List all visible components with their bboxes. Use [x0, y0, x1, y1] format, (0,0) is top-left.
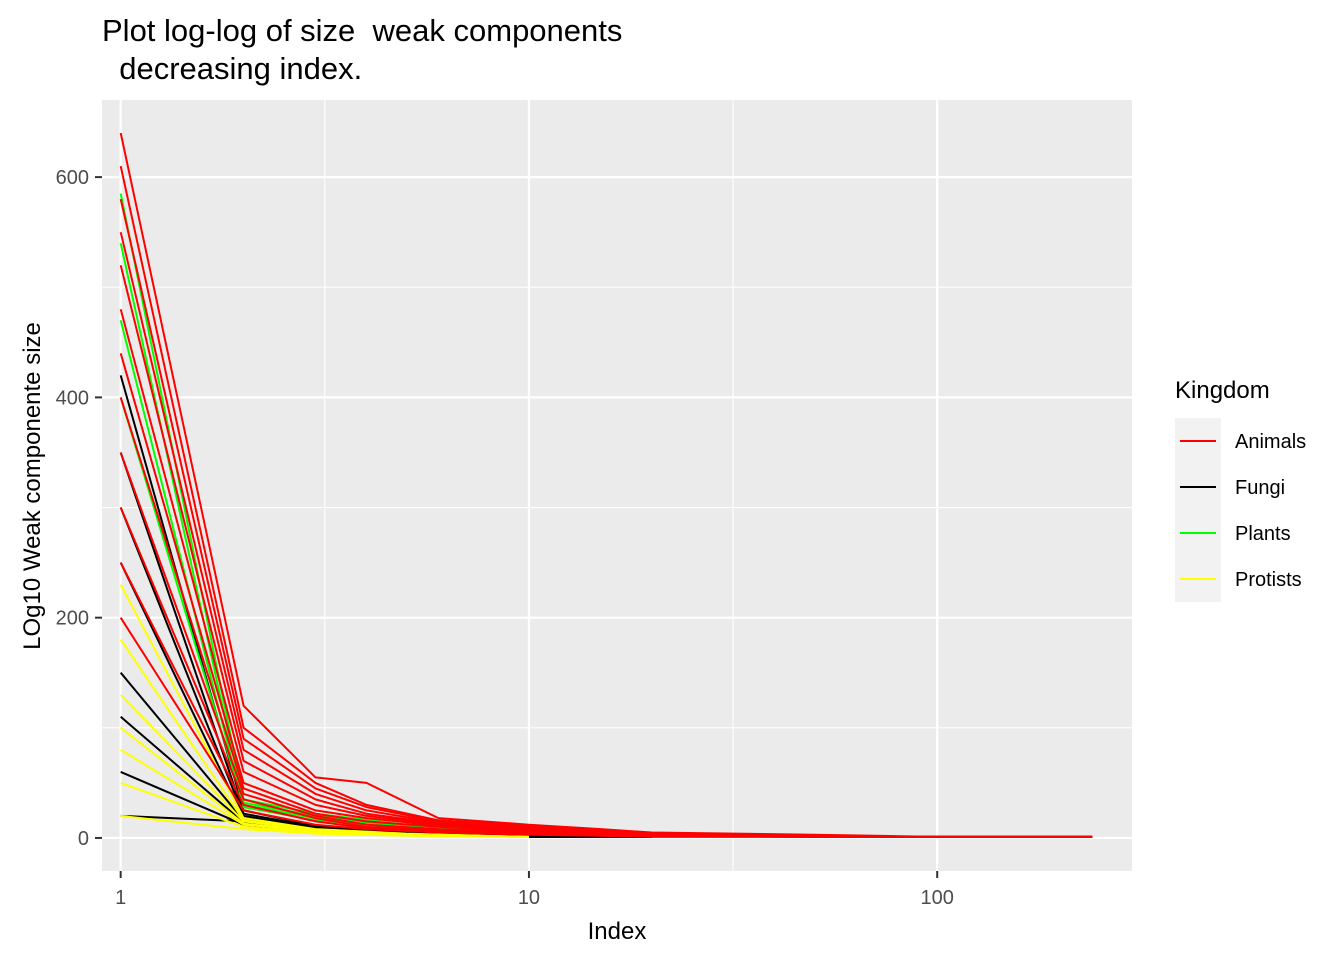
plot-panel [102, 100, 1132, 871]
major-gridlines [102, 100, 1132, 871]
x-tick-label: 100 [921, 887, 954, 909]
minor-gridlines [102, 100, 1132, 871]
y-tick-label: 0 [78, 828, 89, 850]
chart-title: Plot log-log of size weak components dec… [102, 13, 622, 86]
legend-entry-protists: Protists [1175, 556, 1302, 602]
series-lines [119, 132, 1093, 838]
y-axis-ticks: 0 200 400 600 [56, 167, 102, 850]
chart-title-line-1: Plot log-log of size weak components [102, 13, 622, 48]
x-axis-title: Index [588, 918, 647, 945]
y-tick-label: 200 [56, 608, 89, 630]
legend-entry-plants: Plants [1175, 510, 1291, 556]
x-axis-ticks: 1 10 100 [115, 871, 954, 909]
legend: Kingdom Animals Fungi Plants Protists [1175, 377, 1306, 602]
legend-entry-fungi: Fungi [1175, 464, 1285, 510]
y-tick-label: 400 [56, 387, 89, 409]
y-axis-title: LOg10 Weak componente size [19, 322, 46, 650]
series-line-protists-14 [119, 584, 529, 838]
legend-entry-animals: Animals [1175, 418, 1306, 464]
legend-title: Kingdom [1175, 377, 1270, 404]
series-line-animals-30 [119, 617, 1093, 838]
legend-label: Fungi [1235, 477, 1285, 499]
legend-label: Protists [1235, 569, 1302, 591]
chart-title-line-2: decreasing index. [102, 51, 362, 86]
legend-label: Animals [1235, 431, 1306, 453]
y-tick-label: 600 [56, 167, 89, 189]
x-tick-label: 10 [518, 887, 540, 909]
legend-label: Plants [1235, 523, 1291, 545]
x-tick-label: 1 [115, 887, 126, 909]
